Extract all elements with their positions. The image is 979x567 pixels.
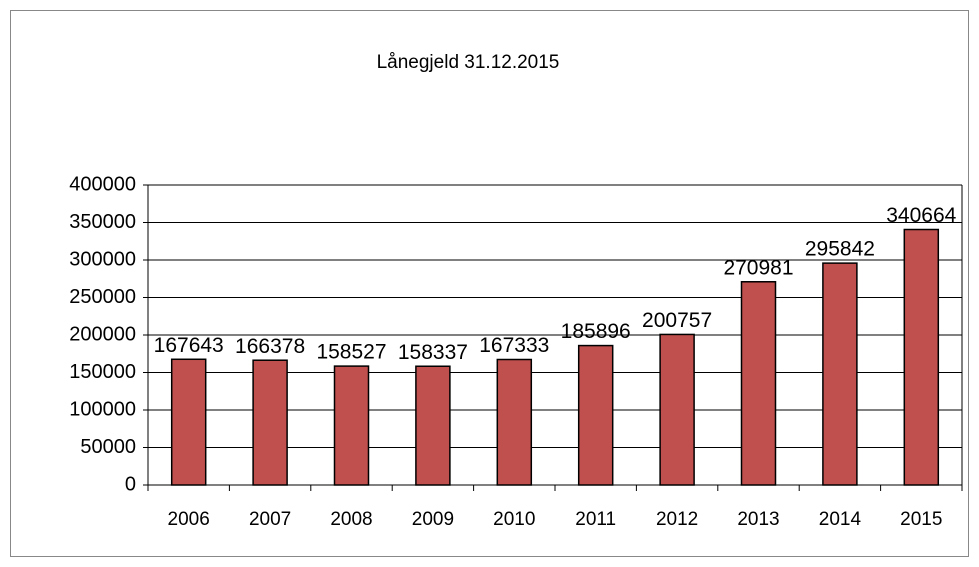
y-tick-label: 200000 xyxy=(69,323,136,345)
data-label: 295842 xyxy=(805,238,875,261)
x-tick-label: 2010 xyxy=(493,509,535,530)
bar xyxy=(333,365,370,486)
y-tick-label: 150000 xyxy=(69,361,136,383)
data-label: 167333 xyxy=(479,334,549,357)
x-tick-label: 2012 xyxy=(656,509,698,530)
chart-border xyxy=(10,10,969,557)
y-tick-label: 350000 xyxy=(69,211,136,233)
bar xyxy=(170,358,207,486)
y-tick-label: 250000 xyxy=(69,286,136,308)
data-label: 158527 xyxy=(316,341,386,364)
data-label: 158337 xyxy=(398,341,468,364)
chart-title: Lånegjeld 31.12.2015 xyxy=(377,52,560,73)
bar xyxy=(496,358,533,486)
y-tick-label: 400000 xyxy=(69,173,136,195)
y-tick-label: 50000 xyxy=(80,436,136,458)
bar xyxy=(415,365,451,486)
data-label: 270981 xyxy=(723,256,793,279)
x-tick-label: 2008 xyxy=(330,509,372,530)
bar xyxy=(659,333,695,486)
x-tick-label: 2011 xyxy=(575,509,616,530)
y-tick-label: 0 xyxy=(125,473,136,495)
bar xyxy=(577,344,614,486)
data-label: 200757 xyxy=(642,309,712,332)
x-tick-label: 2013 xyxy=(737,509,779,530)
data-label: 185896 xyxy=(561,320,631,343)
data-label: 166378 xyxy=(235,335,305,358)
bar xyxy=(740,281,777,486)
y-tick-label: 100000 xyxy=(69,398,136,420)
x-tick-label: 2007 xyxy=(249,509,291,530)
x-tick-label: 2015 xyxy=(900,509,942,530)
bar xyxy=(903,228,940,486)
data-label: 167643 xyxy=(154,334,224,357)
x-tick-label: 2006 xyxy=(168,509,210,530)
bar xyxy=(822,262,858,486)
x-tick-label: 2009 xyxy=(412,509,454,530)
y-tick-label: 300000 xyxy=(69,248,136,270)
bar xyxy=(252,359,288,486)
x-tick-label: 2014 xyxy=(819,509,862,530)
data-label: 340664 xyxy=(886,204,956,227)
